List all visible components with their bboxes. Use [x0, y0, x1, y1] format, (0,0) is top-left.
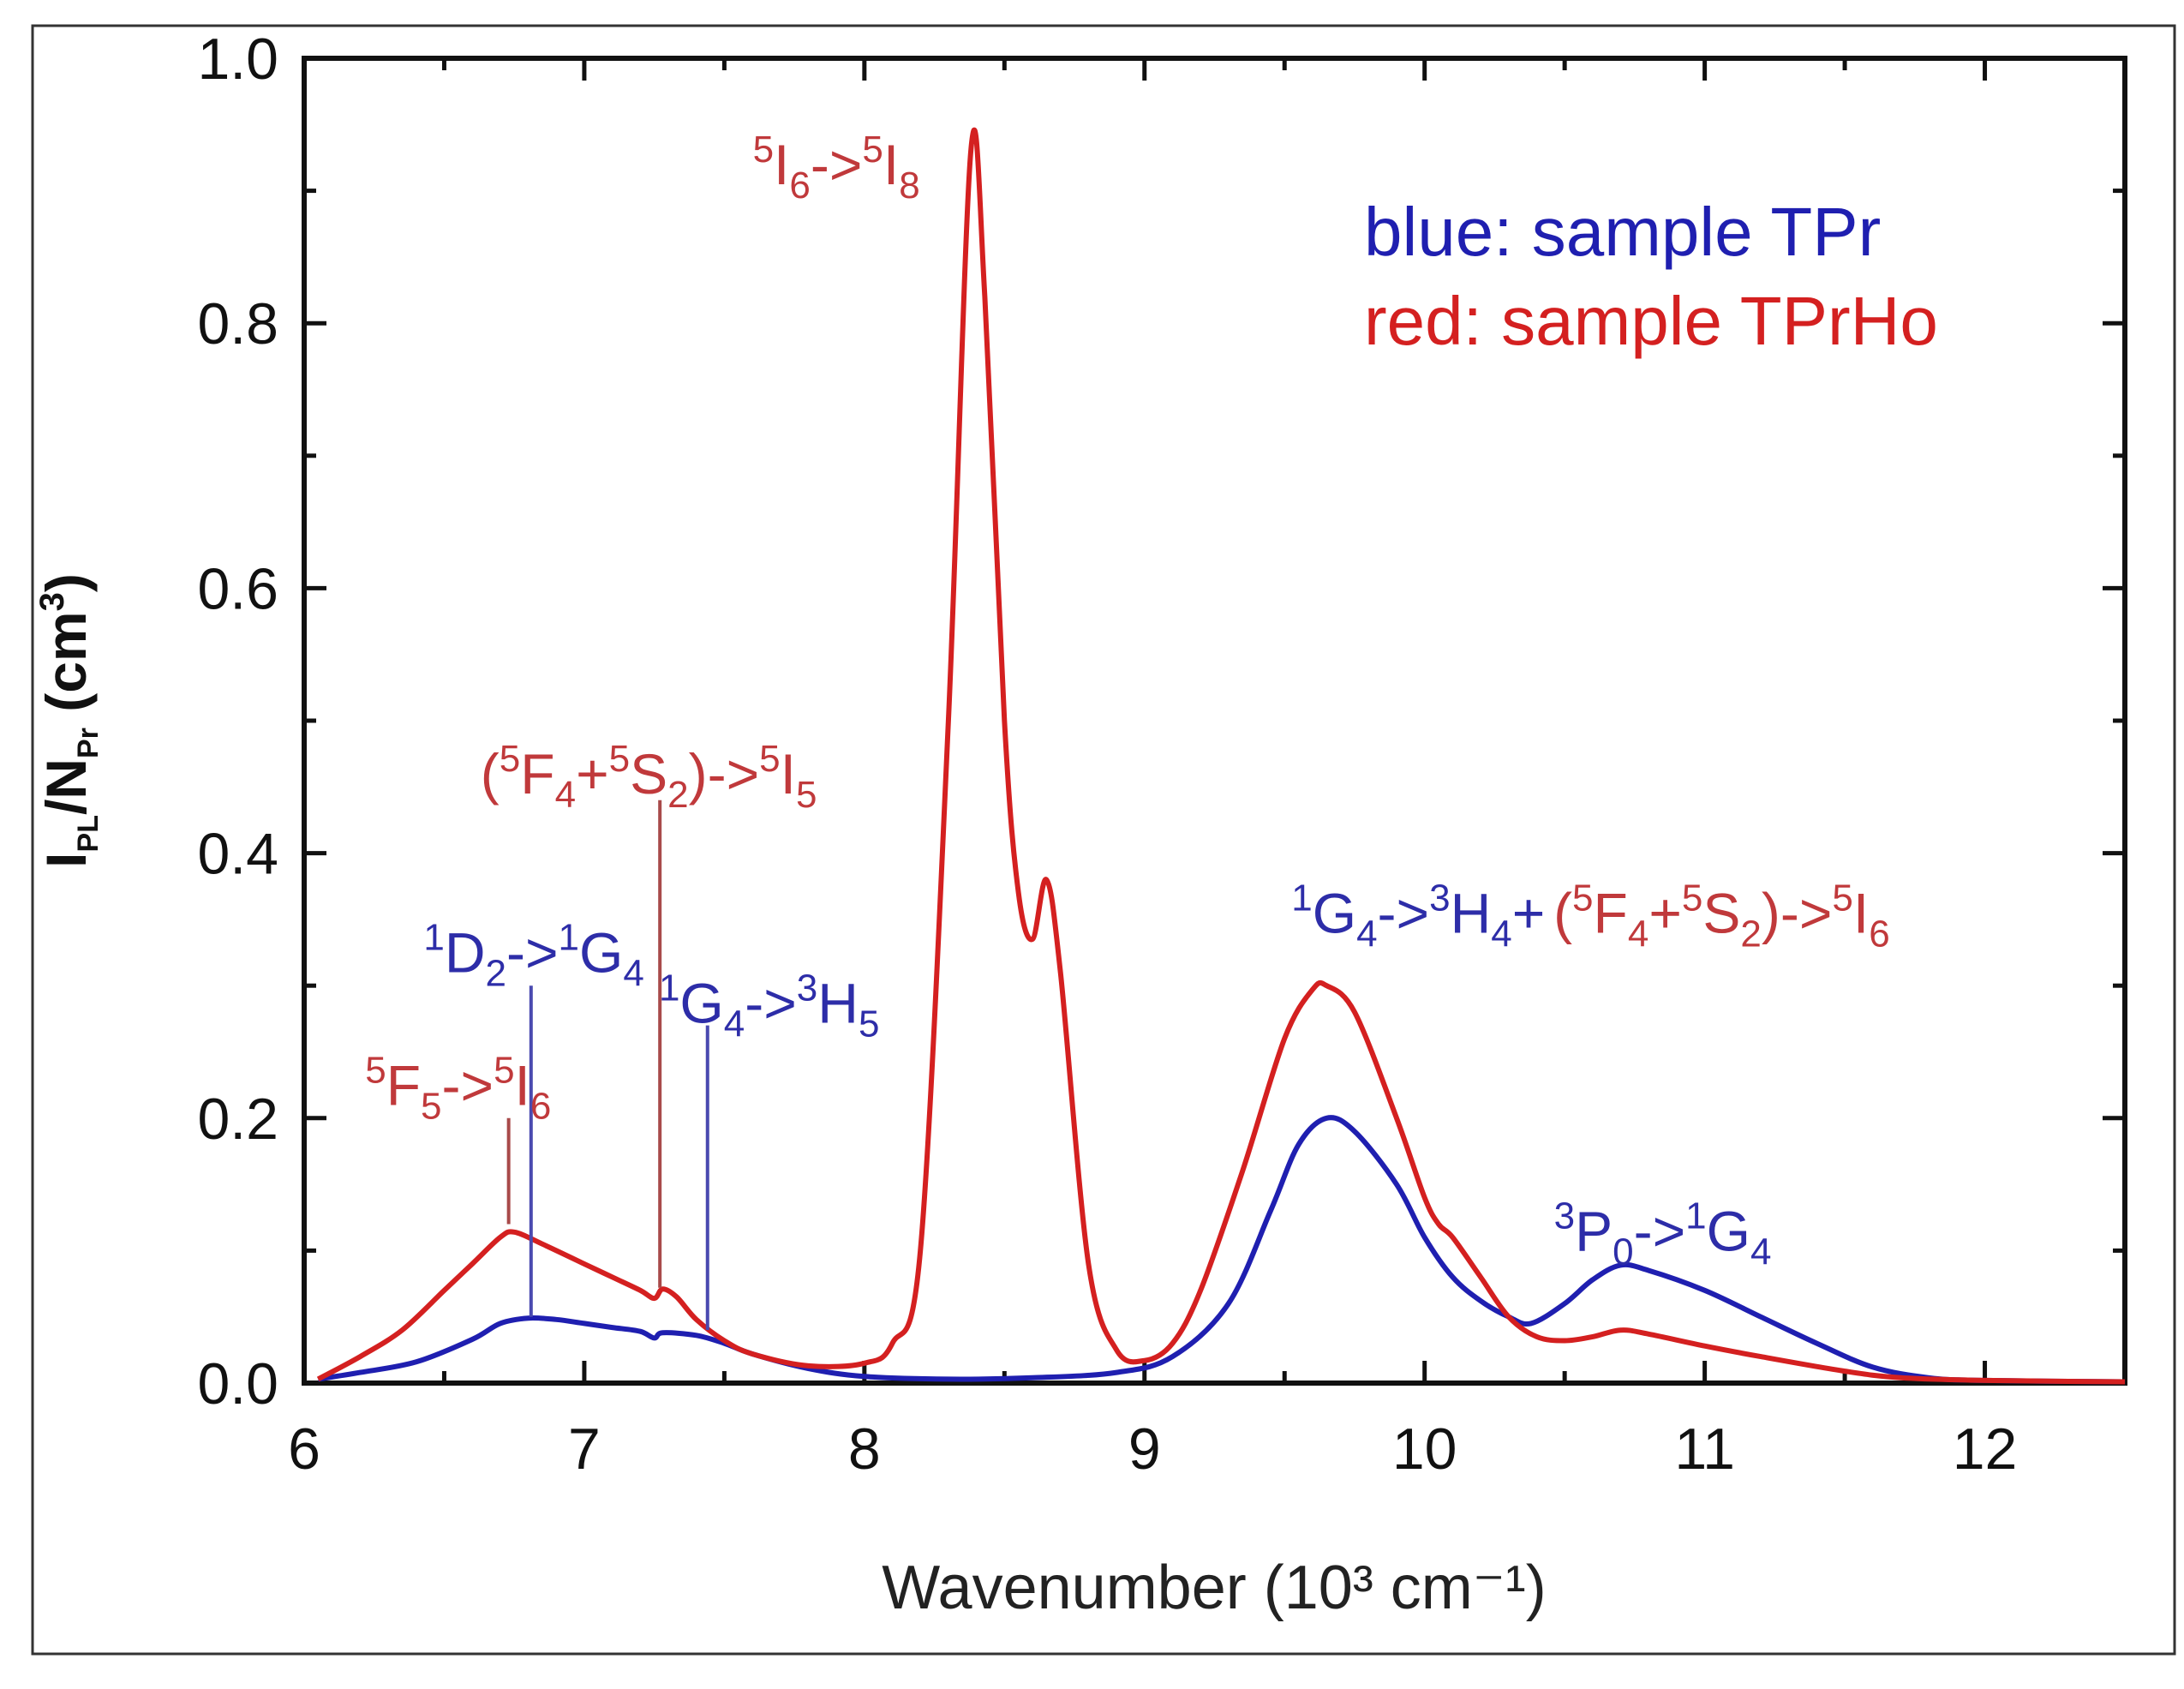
legend-red: red: sample TPrHo	[1364, 283, 1938, 359]
y-tick-label: 0.2	[197, 1087, 278, 1152]
annotation-ann-5i6: 5I6->5I8	[753, 129, 920, 207]
annotation-ann-1g4-3h5: 1G4->3H5	[659, 967, 879, 1045]
series-line-TPrHo	[316, 127, 2126, 1385]
x-axis-title: Wavenumber (10³ cm⁻¹)	[882, 1554, 1546, 1622]
legend: blue: sample TPr red: sample TPrHo	[1364, 194, 1938, 359]
y-tick-label: 1.0	[197, 27, 278, 92]
annotation-ann-5f4-5i6: (5F4+5S2)->5I6	[1553, 877, 1890, 955]
x-tick-label: 7	[568, 1416, 601, 1482]
y-title-n: /N	[34, 758, 98, 815]
annotation-ann-1g4-3h4: 1G4->3H4+	[1291, 877, 1545, 955]
x-tick-label: 6	[288, 1416, 320, 1482]
series-group	[316, 127, 2126, 1385]
y-title-i: I	[34, 852, 98, 867]
x-tick-label: 9	[1128, 1416, 1161, 1482]
y-title-pr: Pr	[72, 728, 105, 758]
y-tick-label: 0.4	[197, 822, 278, 887]
x-tick-label: 10	[1392, 1416, 1457, 1482]
y-title-pl: PL	[72, 815, 105, 852]
marker-lines	[506, 800, 709, 1331]
x-tick-label: 8	[848, 1416, 881, 1482]
x-ticks: 6 7 8 9 10 11 12	[288, 58, 2127, 1482]
y-tick-label: 0.0	[197, 1351, 278, 1416]
y-title-exp: 3	[33, 592, 71, 611]
annotation-ann-5f5: 5F5->5I6	[365, 1049, 551, 1127]
y-tick-label: 0.8	[197, 291, 278, 356]
annotation-ann-3p0: 3P0->1G4	[1554, 1195, 1772, 1273]
y-title-unit: (cm	[34, 611, 98, 728]
y-ticks: 0.0 0.2 0.4 0.6 0.8 1.0	[197, 27, 2125, 1416]
y-axis-title: IPL/NPr (cm3)	[33, 573, 105, 868]
y-title-close: )	[34, 573, 98, 592]
annotation-ann-5f4-5i5: (5F4+5S2)->5I5	[481, 738, 817, 816]
x-tick-label: 11	[1674, 1416, 1735, 1482]
x-tick-label: 12	[1953, 1416, 2018, 1482]
annotation-ann-1d2: 1D2->1G4	[423, 917, 643, 995]
series-line-TPr	[317, 1115, 2126, 1385]
figure-frame	[31, 24, 2176, 1656]
y-tick-label: 0.6	[197, 556, 278, 621]
plot-area: 6 7 8 9 10 11 12 0.0 0.2 0.4 0.6 0.8 1.0 5F5->5I6 1D…	[197, 27, 2127, 1482]
legend-blue: blue: sample TPr	[1364, 194, 1881, 270]
annotations: 5F5->5I6 1D2->1G4 (5F4+5S2)->5I5 1G4->3H5 5I…	[365, 129, 1889, 1273]
